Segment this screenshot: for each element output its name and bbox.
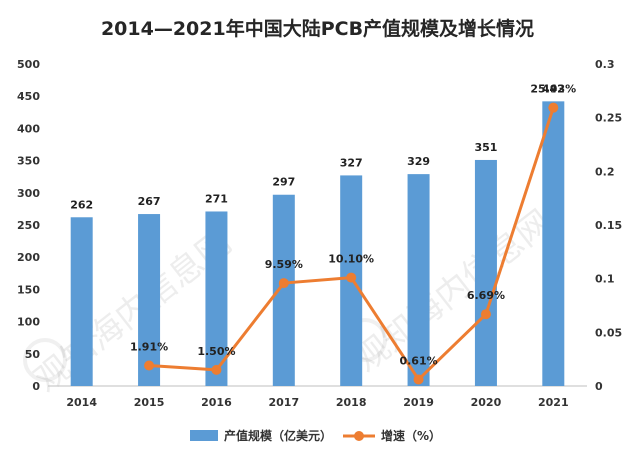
y-left-tick-label: 100	[17, 316, 40, 329]
bar-data-label: 442	[542, 82, 565, 95]
legend: 产值规模（亿美元） 增速（%）	[190, 428, 441, 443]
line-point	[480, 309, 491, 320]
bar-data-label: 262	[70, 198, 93, 211]
line-point	[413, 374, 424, 385]
bar-data-label: 351	[474, 141, 497, 154]
bar-data-label: 271	[205, 192, 228, 205]
line-data-label: 1.50%	[197, 345, 235, 358]
legend-bar-swatch	[190, 430, 218, 441]
line-data-label: 1.91%	[130, 340, 168, 353]
y-right-tick-label: 0.2	[595, 165, 615, 178]
y-left-tick-label: 0	[32, 380, 40, 393]
x-tick-label: 2019	[403, 396, 434, 409]
y-left-tick-label: 200	[17, 251, 40, 264]
x-tick-label: 2015	[134, 396, 165, 409]
bar	[205, 211, 228, 386]
line-data-label: 6.69%	[467, 289, 505, 302]
line-point	[211, 364, 222, 375]
y-left-tick-label: 50	[25, 348, 41, 361]
y-right-tick-label: 0.3	[595, 58, 615, 71]
bar-data-label: 327	[340, 156, 363, 169]
x-tick-label: 2016	[201, 396, 232, 409]
bar	[542, 101, 565, 387]
line-point	[278, 278, 289, 289]
y-left-tick-label: 450	[17, 90, 40, 103]
y-left-tick-label: 350	[17, 155, 40, 168]
x-tick-label: 2014	[66, 396, 97, 409]
y-right-tick-label: 0.15	[595, 219, 622, 232]
y-left-tick-label: 500	[17, 58, 40, 71]
y-left-tick-label: 400	[17, 122, 40, 135]
bar-data-label: 329	[407, 155, 430, 168]
legend-line-label: 增速（%）	[381, 428, 441, 443]
line-point	[548, 102, 559, 113]
y-right-tick-label: 0.1	[595, 273, 615, 286]
line-data-label: 0.61%	[399, 354, 437, 367]
y-left-tick-label: 150	[17, 283, 40, 296]
bar	[138, 214, 161, 386]
bar	[272, 194, 295, 386]
chart-title: 2014—2021年中国大陆PCB产值规模及增长情况	[100, 18, 535, 40]
bar	[407, 174, 430, 386]
plot-layer: 0 50 100 150 200 250 300 350 400 450 500 0 0.05 0.1 0.…	[17, 58, 622, 409]
y-left-tick-label: 250	[17, 219, 40, 232]
y-left-tick-label: 300	[17, 187, 40, 200]
y-right-tick-label: 0	[595, 380, 603, 393]
legend-line-marker	[354, 431, 364, 441]
y-right-tick-label: 0.25	[595, 112, 622, 125]
line-data-label: 25.93%	[530, 83, 576, 96]
legend-bar-label: 产值规模（亿美元）	[224, 428, 332, 443]
bar	[474, 159, 497, 386]
x-tick-label: 2021	[538, 396, 569, 409]
x-tick-label: 2017	[269, 396, 300, 409]
bar-data-label: 297	[272, 176, 295, 189]
watermark-logo-icon	[23, 338, 67, 382]
x-tick-label: 2020	[471, 396, 502, 409]
x-tick-label: 2018	[336, 396, 367, 409]
line-point	[346, 272, 357, 283]
line-data-label: 10.10%	[328, 253, 374, 266]
bar-data-label: 267	[138, 195, 161, 208]
line-point	[144, 360, 155, 371]
line-data-label: 9.59%	[265, 258, 303, 271]
bar	[70, 217, 93, 386]
y-right-tick-label: 0.05	[595, 326, 622, 339]
